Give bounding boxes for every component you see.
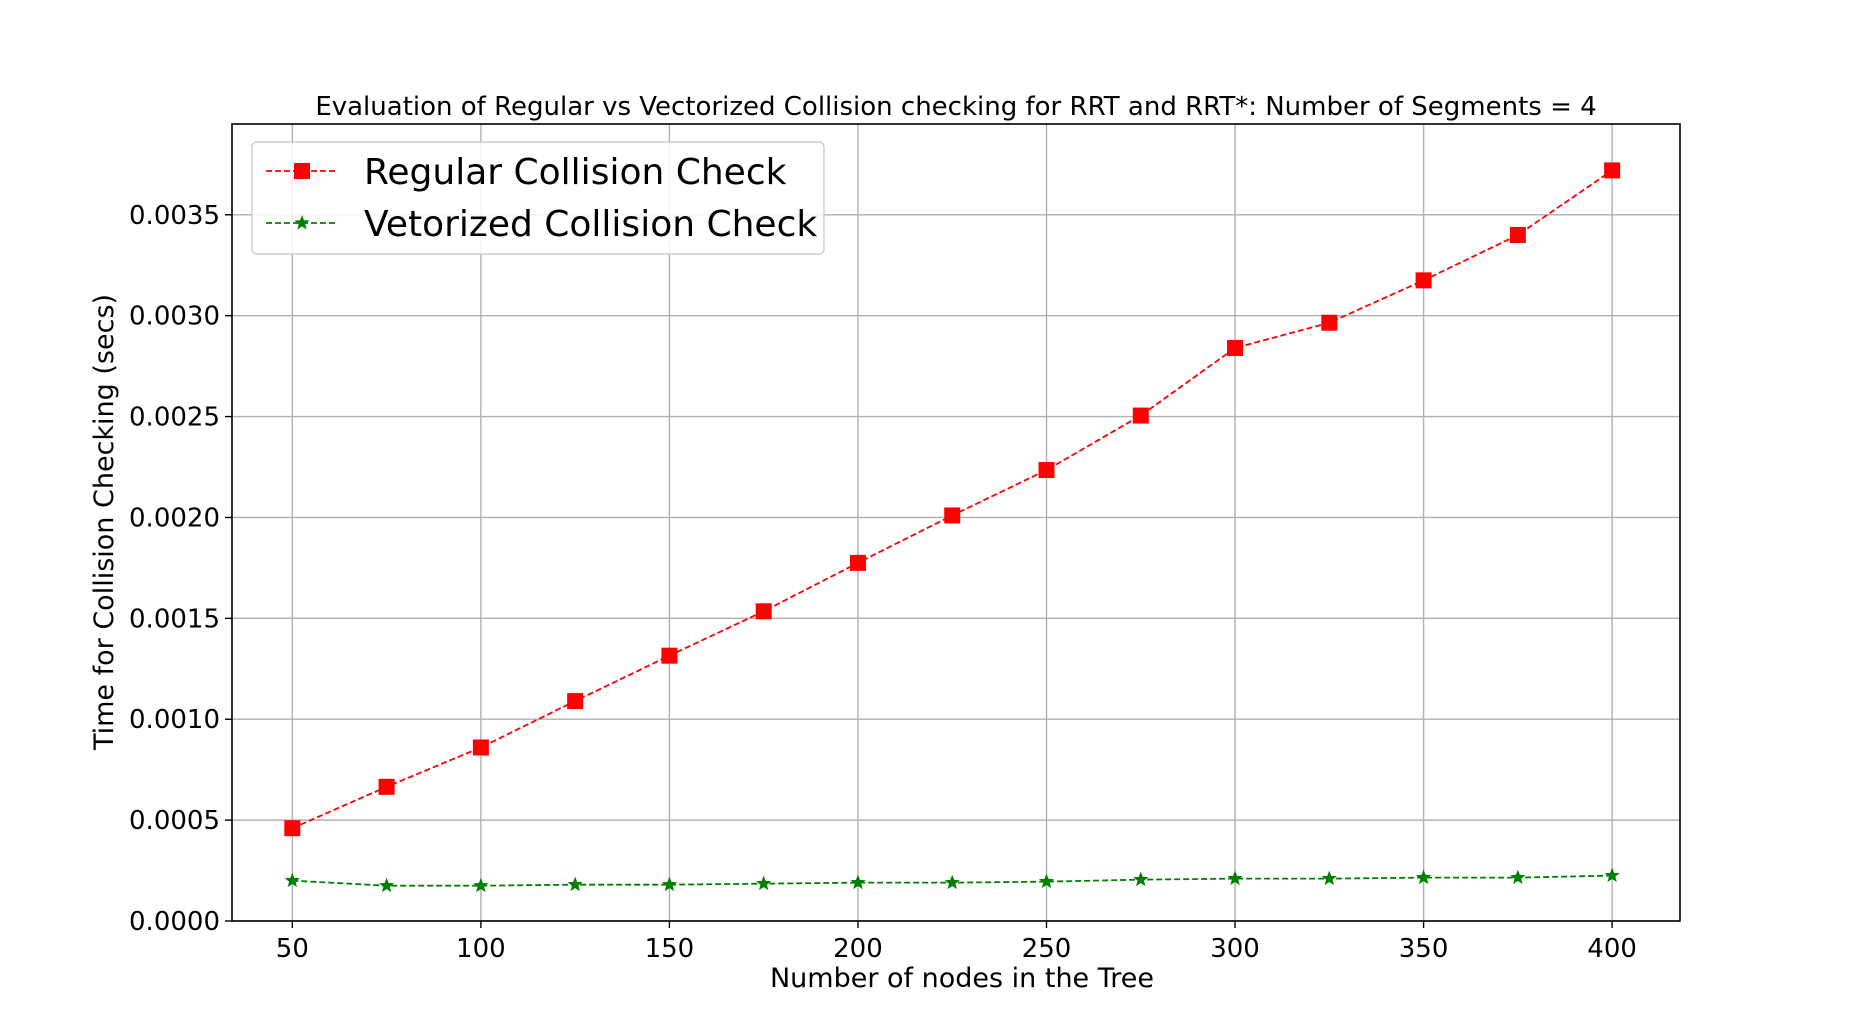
data-point-square bbox=[567, 693, 584, 710]
data-point-square bbox=[378, 778, 395, 795]
data-point-star bbox=[1321, 870, 1337, 886]
series-regular bbox=[284, 162, 1621, 837]
y-tick-label: 0.0000 bbox=[129, 907, 220, 937]
data-point-star bbox=[944, 874, 960, 890]
legend-box bbox=[251, 141, 825, 255]
x-axis-label: Number of nodes in the Tree bbox=[770, 963, 1154, 994]
x-tick-label: 150 bbox=[645, 934, 695, 964]
data-point-square bbox=[1604, 162, 1621, 179]
legend-label-regular: Regular Collision Check bbox=[364, 152, 787, 193]
legend-marker-star bbox=[294, 215, 310, 230]
x-tick-label: 100 bbox=[456, 934, 506, 964]
data-point-square bbox=[755, 603, 772, 620]
data-point-star bbox=[379, 877, 395, 893]
data-point-star bbox=[1133, 871, 1149, 887]
y-tick-label: 0.0025 bbox=[129, 403, 220, 433]
data-series bbox=[284, 162, 1621, 893]
data-point-square bbox=[472, 739, 489, 756]
chart-title: Evaluation of Regular vs Vectorized Coll… bbox=[315, 92, 1596, 122]
data-point-star bbox=[1415, 869, 1432, 885]
data-point-star bbox=[661, 876, 678, 892]
y-tick-label: 0.0030 bbox=[129, 302, 220, 332]
data-point-square bbox=[944, 507, 961, 524]
data-point-star bbox=[1038, 873, 1055, 889]
x-tick-label: 50 bbox=[276, 934, 309, 964]
data-point-square bbox=[1227, 339, 1244, 356]
x-tick-label: 400 bbox=[1587, 934, 1637, 964]
data-point-star bbox=[1510, 869, 1526, 885]
data-point-square bbox=[1038, 462, 1055, 479]
x-tick-label: 250 bbox=[1022, 934, 1072, 964]
data-point-star bbox=[1604, 867, 1620, 883]
data-point-square bbox=[1509, 226, 1526, 243]
legend-entry-regular: Regular Collision Check bbox=[266, 152, 787, 193]
data-point-square bbox=[1321, 314, 1338, 331]
series-vectorized bbox=[284, 867, 1620, 893]
data-point-square bbox=[1415, 272, 1432, 289]
data-point-star bbox=[567, 876, 583, 892]
data-point-square bbox=[284, 820, 301, 837]
data-point-square bbox=[849, 554, 866, 571]
legend-label-vectorized: Vetorized Collision Check bbox=[364, 204, 817, 245]
legend: Regular Collision Check Vetorized Collis… bbox=[251, 141, 825, 255]
x-tick-label: 350 bbox=[1399, 934, 1449, 964]
y-axis-label: Time for Collision Checking (secs) bbox=[89, 294, 120, 751]
x-tick-label: 200 bbox=[833, 934, 883, 964]
legend-marker-square bbox=[294, 163, 310, 179]
y-tick-label: 0.0010 bbox=[129, 705, 220, 735]
data-point-star bbox=[1227, 870, 1243, 886]
axis-ticks: 50 100 150 200 250 300 350 400 0.0000 0.0005 0.001… bbox=[129, 201, 1637, 964]
data-point-square bbox=[1132, 407, 1149, 424]
y-tick-label: 0.0035 bbox=[129, 201, 220, 231]
data-point-star bbox=[756, 875, 772, 891]
y-tick-label: 0.0005 bbox=[129, 806, 220, 836]
data-point-star bbox=[473, 877, 489, 893]
y-tick-label: 0.0015 bbox=[129, 604, 220, 634]
plot-area-frame bbox=[231, 123, 1681, 922]
data-point-star bbox=[850, 874, 866, 890]
data-point-star bbox=[284, 872, 300, 888]
x-tick-label: 300 bbox=[1210, 934, 1260, 964]
legend-entry-vectorized: Vetorized Collision Check bbox=[266, 204, 817, 245]
data-point-square bbox=[661, 647, 678, 664]
y-tick-label: 0.0020 bbox=[129, 503, 220, 533]
